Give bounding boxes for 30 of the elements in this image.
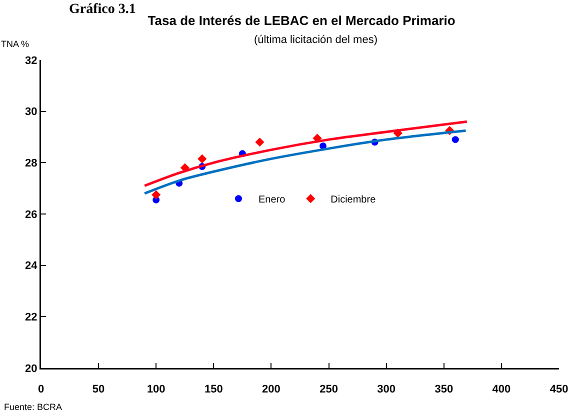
- x-tick-label: 450: [550, 384, 568, 396]
- line-series: [143, 120, 468, 188]
- source-note: Fuente: BCRA: [4, 402, 62, 412]
- legend-label: Enero: [258, 194, 286, 206]
- y-axis-title: TNA %: [1, 39, 30, 49]
- x-tick-label: 250: [320, 384, 338, 396]
- legend-label: Diciembre: [330, 194, 376, 206]
- chart-subtitle: (última licitación del mes): [254, 34, 378, 46]
- point: [152, 190, 161, 200]
- y-tick-label: 32: [25, 54, 38, 67]
- x-tick-label: 150: [204, 384, 223, 396]
- point: [452, 136, 459, 144]
- x-tick-label: 100: [146, 384, 166, 396]
- x-tick-label: 300: [377, 384, 396, 396]
- text: Gráfico 3.1: [69, 2, 136, 17]
- x-tick-label: 0: [38, 384, 44, 396]
- point: [198, 154, 207, 164]
- y-tick-label: 22: [25, 312, 38, 324]
- x-tick-label: 200: [262, 384, 280, 396]
- line-series: [143, 129, 468, 195]
- y-tick-label: 26: [25, 208, 38, 221]
- y-tick-label: 28: [25, 158, 38, 170]
- x-tick-label: 50: [92, 384, 105, 396]
- y-tick-label: 30: [25, 106, 38, 118]
- x-tick-label: 350: [434, 384, 454, 396]
- x-tick-label: 400: [492, 384, 511, 396]
- y-tick-label: 24: [25, 260, 38, 272]
- point: [255, 138, 264, 147]
- y-tick-label: 20: [25, 362, 38, 375]
- chart-title: Tasa de Interés de LEBAC en el Mercado Primario: [148, 12, 456, 28]
